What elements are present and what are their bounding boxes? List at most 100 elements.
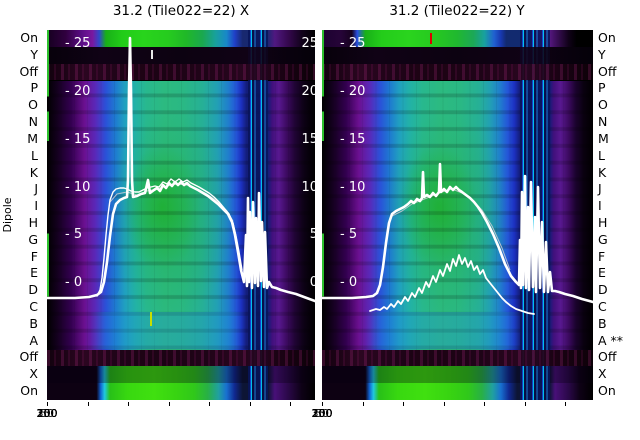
x-tick-label: 0 [318, 407, 326, 420]
x-axis-right: 0 50 100 150 200 250 300 [312, 400, 593, 424]
row-label: D [28, 282, 38, 298]
overlay-curves-y [322, 162, 593, 315]
row-label: Off [19, 63, 38, 79]
row-label: On [20, 383, 38, 399]
row-label: Y [598, 46, 606, 62]
row-label: B [29, 315, 38, 331]
row-label: K [598, 164, 607, 180]
beam-curve-thin [96, 178, 243, 297]
row-label: C [29, 299, 38, 314]
row-labels-left: On Y Off P O N M L K J I H G F E D C B A… [0, 30, 43, 400]
row-label: J [34, 181, 38, 197]
row-label: P [598, 80, 606, 96]
scale-label: 20 [301, 84, 315, 99]
rows-x-on-bottom [47, 366, 315, 400]
row-label: I [598, 198, 602, 214]
row-label: L [31, 147, 38, 163]
x-tick [168, 402, 170, 406]
scale-label: - 20 [65, 84, 91, 99]
row-y [322, 46, 593, 64]
row-label: G [598, 231, 608, 247]
row-y [47, 46, 315, 64]
row-label: G [28, 231, 38, 247]
row-label: I [34, 198, 38, 214]
row-off-bottom [47, 349, 315, 367]
x-tick [565, 402, 566, 406]
x-tick [87, 402, 89, 406]
row-label: H [28, 214, 38, 230]
scale-label: - 15 [65, 132, 91, 147]
x-tick-label: 250 [311, 407, 333, 420]
beam-curve-main [322, 162, 593, 304]
row-label: A ** [598, 332, 624, 348]
x-tick-label: 250 [36, 407, 58, 420]
row-labels-right: On Y Off P O N M L K J I H G F E D C B A… [598, 30, 640, 400]
row-label: On [20, 30, 38, 45]
x-tick-label: 200 [311, 407, 333, 420]
heatmap-green-hotspot [47, 80, 315, 350]
x-tick [362, 402, 364, 406]
row-label: Y [30, 46, 38, 62]
scale-label: - 5 [340, 227, 358, 242]
row-label: On [598, 30, 616, 45]
x-tick-label: 50 [315, 407, 329, 420]
row-label: C [598, 299, 607, 314]
x-tick-label: 150 [36, 407, 58, 420]
row-label: H [598, 214, 608, 230]
row-label: X [29, 366, 38, 382]
row-label: X [598, 366, 607, 382]
heatmap-panel-y: - 25 - 20 - 15 - 10 - 5 - 0 [322, 30, 593, 400]
row-label: O [28, 97, 38, 113]
row-label: Off [598, 349, 617, 365]
row-label: M [598, 130, 609, 146]
row-label: D [598, 282, 608, 298]
beam-curve-secondary [369, 254, 535, 315]
x-tick [290, 402, 291, 406]
row-off-top [47, 63, 315, 81]
row-label: E [30, 265, 38, 281]
row-label: P [30, 80, 38, 96]
scale-label: 5 [309, 227, 315, 242]
x-tick [47, 402, 48, 406]
row-label: A [29, 332, 38, 348]
scale-label: - 25 [65, 36, 91, 51]
row-label: F [598, 248, 606, 264]
yellow-marker-tick [150, 312, 152, 326]
row-label: E [598, 265, 606, 281]
scale-label: - 10 [65, 179, 91, 195]
scale-label: - 15 [340, 132, 366, 147]
x-tick [403, 402, 404, 406]
scale-label: - 0 [340, 275, 358, 290]
white-marker-tick [151, 50, 153, 59]
heatmap-row-banding [47, 80, 315, 350]
panel-x-title: 31.2 (Tile022=22) X [112, 3, 250, 19]
row-off-top [322, 63, 593, 81]
row-label: F [30, 248, 38, 264]
scale-label: - 0 [65, 275, 83, 290]
panel-y-title: 31.2 (Tile022=22) Y [389, 3, 525, 19]
scale-label: - 5 [65, 227, 83, 242]
scale-label: 15 [301, 132, 315, 147]
x-tick-label: 300 [36, 407, 58, 420]
x-tick [128, 402, 129, 406]
scale-label: - 10 [340, 179, 366, 195]
x-tick-label: 300 [311, 407, 333, 420]
scale-label: 0 [309, 275, 315, 290]
x-tick-label: 50 [40, 407, 54, 420]
row-label: K [29, 164, 38, 180]
x-tick-label: 200 [36, 407, 58, 420]
heatmap-panel-x: - 25 - 20 - 15 - 10 - 5 - 0 25 20 15 10 … [47, 30, 315, 400]
row-label: N [28, 114, 38, 130]
row-label: N [598, 114, 608, 130]
x-tick [443, 402, 445, 406]
row-label: M [27, 130, 38, 146]
scale-label: 25 [301, 36, 315, 51]
x-axis-left: 0 50 100 150 200 250 300 [37, 400, 315, 424]
x-tick [322, 402, 323, 406]
x-tick [484, 402, 485, 406]
row-label: Off [598, 63, 617, 79]
x-tick-label: 150 [311, 407, 333, 420]
row-label: B [598, 315, 607, 331]
scale-label: - 20 [340, 84, 366, 99]
